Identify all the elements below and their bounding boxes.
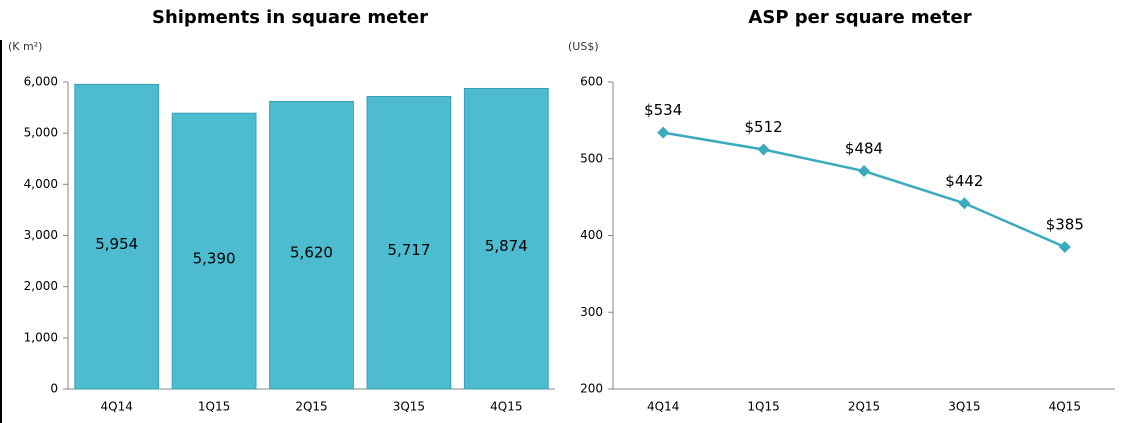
x-tick-label: 4Q15 [490, 400, 522, 414]
x-tick-label: 2Q15 [295, 400, 327, 414]
y-tick-label: 4,000 [24, 177, 58, 191]
value-label: $534 [644, 101, 682, 119]
value-label: $442 [945, 172, 983, 190]
x-tick-label: 3Q15 [948, 400, 980, 414]
value-label: 5,390 [193, 250, 236, 268]
y-tick-label: 0 [50, 382, 58, 396]
y-tick-label: 300 [580, 305, 603, 319]
bar [171, 112, 257, 390]
marker [858, 165, 870, 178]
x-tick-label: 1Q15 [747, 400, 779, 414]
unit-label: (K m²) [8, 40, 42, 53]
x-tick-label: 4Q14 [647, 400, 679, 414]
x-tick-label: 1Q15 [198, 400, 230, 414]
value-label: 5,620 [290, 244, 333, 262]
y-tick-label: 6,000 [24, 75, 58, 89]
y-tick-label: 1,000 [24, 330, 58, 344]
value-label: 5,954 [95, 235, 138, 253]
x-tick-label: 3Q15 [393, 400, 425, 414]
x-tick-label: 4Q14 [101, 400, 133, 414]
bar [366, 95, 452, 390]
marker [657, 126, 670, 139]
x-tick-label: 4Q15 [1049, 400, 1081, 414]
y-tick-label: 500 [580, 151, 603, 165]
chart-title: Shipments in square meter [152, 7, 428, 28]
value-label: 5,874 [485, 237, 528, 255]
y-tick-label: 3,000 [24, 228, 58, 242]
marker [958, 197, 971, 210]
marker [1058, 241, 1071, 254]
marker [757, 143, 770, 156]
bar [463, 87, 549, 390]
x-tick-label: 2Q15 [848, 400, 880, 414]
y-tick-label: 400 [580, 228, 603, 242]
value-label: $484 [845, 140, 883, 158]
y-tick-label: 2,000 [24, 279, 58, 293]
y-tick-label: 200 [580, 382, 603, 396]
value-label: $385 [1046, 216, 1084, 234]
chart-title: ASP per square meter [748, 7, 971, 28]
bar [269, 100, 354, 390]
value-label: $512 [745, 118, 783, 136]
y-tick-label: 5,000 [24, 126, 58, 140]
unit-label: (US$) [568, 40, 599, 53]
y-tick-label: 600 [580, 75, 603, 89]
bar [74, 83, 160, 390]
value-label: 5,717 [387, 241, 430, 259]
